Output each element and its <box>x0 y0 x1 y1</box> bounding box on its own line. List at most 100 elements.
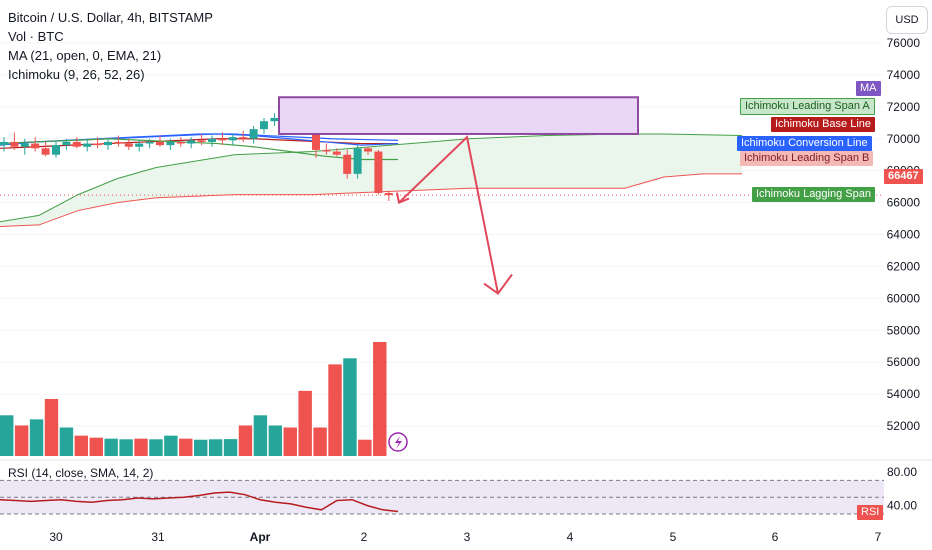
candle-body <box>10 141 19 147</box>
candle-body <box>41 148 50 155</box>
price-tick-label: 54000 <box>887 387 921 401</box>
symbol-title[interactable]: Bitcoin / U.S. Dollar, 4h, BITSTAMP <box>8 10 213 25</box>
projection-arrowhead-start <box>396 192 410 204</box>
candle-body <box>270 118 279 122</box>
time-tick-label: Apr <box>250 530 271 544</box>
candle-body <box>31 143 40 149</box>
price-tick-label: 60000 <box>887 291 921 305</box>
volume-bar <box>0 415 14 456</box>
ma-legend[interactable]: MA (21, open, 0, EMA, 21) <box>8 48 162 63</box>
volume-bar <box>253 415 268 456</box>
price-tick-label: 64000 <box>887 228 921 242</box>
rsi-tick-label: 80.00 <box>887 465 917 479</box>
candles <box>0 113 393 201</box>
candle-body <box>384 193 393 196</box>
candle-body <box>249 129 258 139</box>
volume-bar <box>119 439 133 456</box>
candle-body <box>0 141 8 146</box>
volume-bar <box>373 342 387 456</box>
candle-body <box>104 141 112 146</box>
candle-body <box>332 151 341 155</box>
rsi-legend[interactable]: RSI (14, close, SMA, 14, 2) <box>8 466 154 480</box>
time-tick-label: 2 <box>361 530 368 544</box>
time-tick-label: 6 <box>772 530 779 544</box>
last-price-tag: 66467 <box>884 169 923 184</box>
ichimoku-legend[interactable]: Ichimoku (9, 26, 52, 26) <box>8 67 145 82</box>
price-tick-label: 52000 <box>887 419 921 433</box>
ichimoku-cloud <box>0 133 742 227</box>
conversion-line-tag: Ichimoku Conversion Line <box>737 136 872 151</box>
price-tick-label: 74000 <box>887 68 921 82</box>
volume-bars <box>0 342 408 456</box>
rsi-line <box>0 491 399 513</box>
volume-bar <box>14 425 29 456</box>
rsi-value-tag: RSI <box>857 505 884 520</box>
volume-bar <box>223 439 238 456</box>
price-tick-label: 66000 <box>887 196 921 210</box>
candle-body <box>343 154 352 174</box>
time-tick-label: 30 <box>49 530 63 544</box>
projection-arrowhead <box>483 273 513 295</box>
candle-body <box>260 121 268 130</box>
rsi-band <box>0 459 932 515</box>
volume-bar <box>149 439 163 456</box>
candle-body <box>62 141 71 146</box>
currency-button[interactable]: USD <box>886 6 928 34</box>
volume-bar <box>44 399 59 456</box>
candle-body <box>374 151 383 194</box>
candle-body <box>145 141 154 144</box>
price-tick-label: 70000 <box>887 132 921 146</box>
volume-bar <box>298 390 312 456</box>
candle-body <box>228 137 237 141</box>
candle-body <box>176 141 185 144</box>
volume-bar <box>59 427 74 456</box>
volume-bar <box>268 425 283 456</box>
volume-bar <box>283 427 297 456</box>
candle-body <box>239 137 248 139</box>
price-tick-label: 72000 <box>887 100 921 114</box>
leading-span-b-tag: Ichimoku Leading Span B <box>740 151 874 166</box>
candle-body <box>124 143 133 147</box>
candle-body <box>156 141 164 146</box>
candle-body <box>135 143 144 147</box>
time-tick-label: 5 <box>670 530 677 544</box>
cloud-fill <box>0 133 742 227</box>
volume-bar <box>313 427 327 456</box>
candle-body <box>187 140 196 144</box>
candle-body <box>197 140 206 142</box>
price-tick-label: 56000 <box>887 355 921 369</box>
volume-bar <box>194 439 208 456</box>
ma-price-tag: MA <box>856 81 881 96</box>
candle-body <box>114 141 123 144</box>
candle-body <box>52 145 60 155</box>
chart-legend: Bitcoin / U.S. Dollar, 4h, BITSTAMP Vol … <box>8 8 213 84</box>
volume-bar <box>179 438 193 456</box>
volume-bar <box>238 425 253 456</box>
candle-body <box>218 138 227 141</box>
candle-body <box>353 148 362 174</box>
price-tick-label: 58000 <box>887 323 921 337</box>
volume-bar <box>328 364 342 456</box>
span-b-line <box>0 173 742 228</box>
time-tick-label: 3 <box>464 530 471 544</box>
time-tick-label: 7 <box>875 530 882 544</box>
lightning-icon-glyph <box>395 436 402 449</box>
volume-bar <box>208 439 223 456</box>
candle-body <box>364 148 372 152</box>
volume-bar <box>29 419 44 456</box>
candle-body <box>166 141 175 146</box>
base-line-tag: Ichimoku Base Line <box>771 117 875 132</box>
volume-bar <box>134 438 148 456</box>
price-tick-label: 62000 <box>887 259 921 273</box>
volume-bar <box>104 438 118 456</box>
volume-bar <box>343 358 357 456</box>
price-tick-label: 76000 <box>887 36 921 50</box>
candle-body <box>72 141 81 147</box>
volume-bar <box>74 435 89 456</box>
candle-body <box>93 143 102 146</box>
zone-rectangle <box>278 96 639 135</box>
annotations <box>278 96 639 295</box>
volume-legend[interactable]: Vol · BTC <box>8 29 64 44</box>
lagging-span-tag: Ichimoku Lagging Span <box>752 187 875 202</box>
